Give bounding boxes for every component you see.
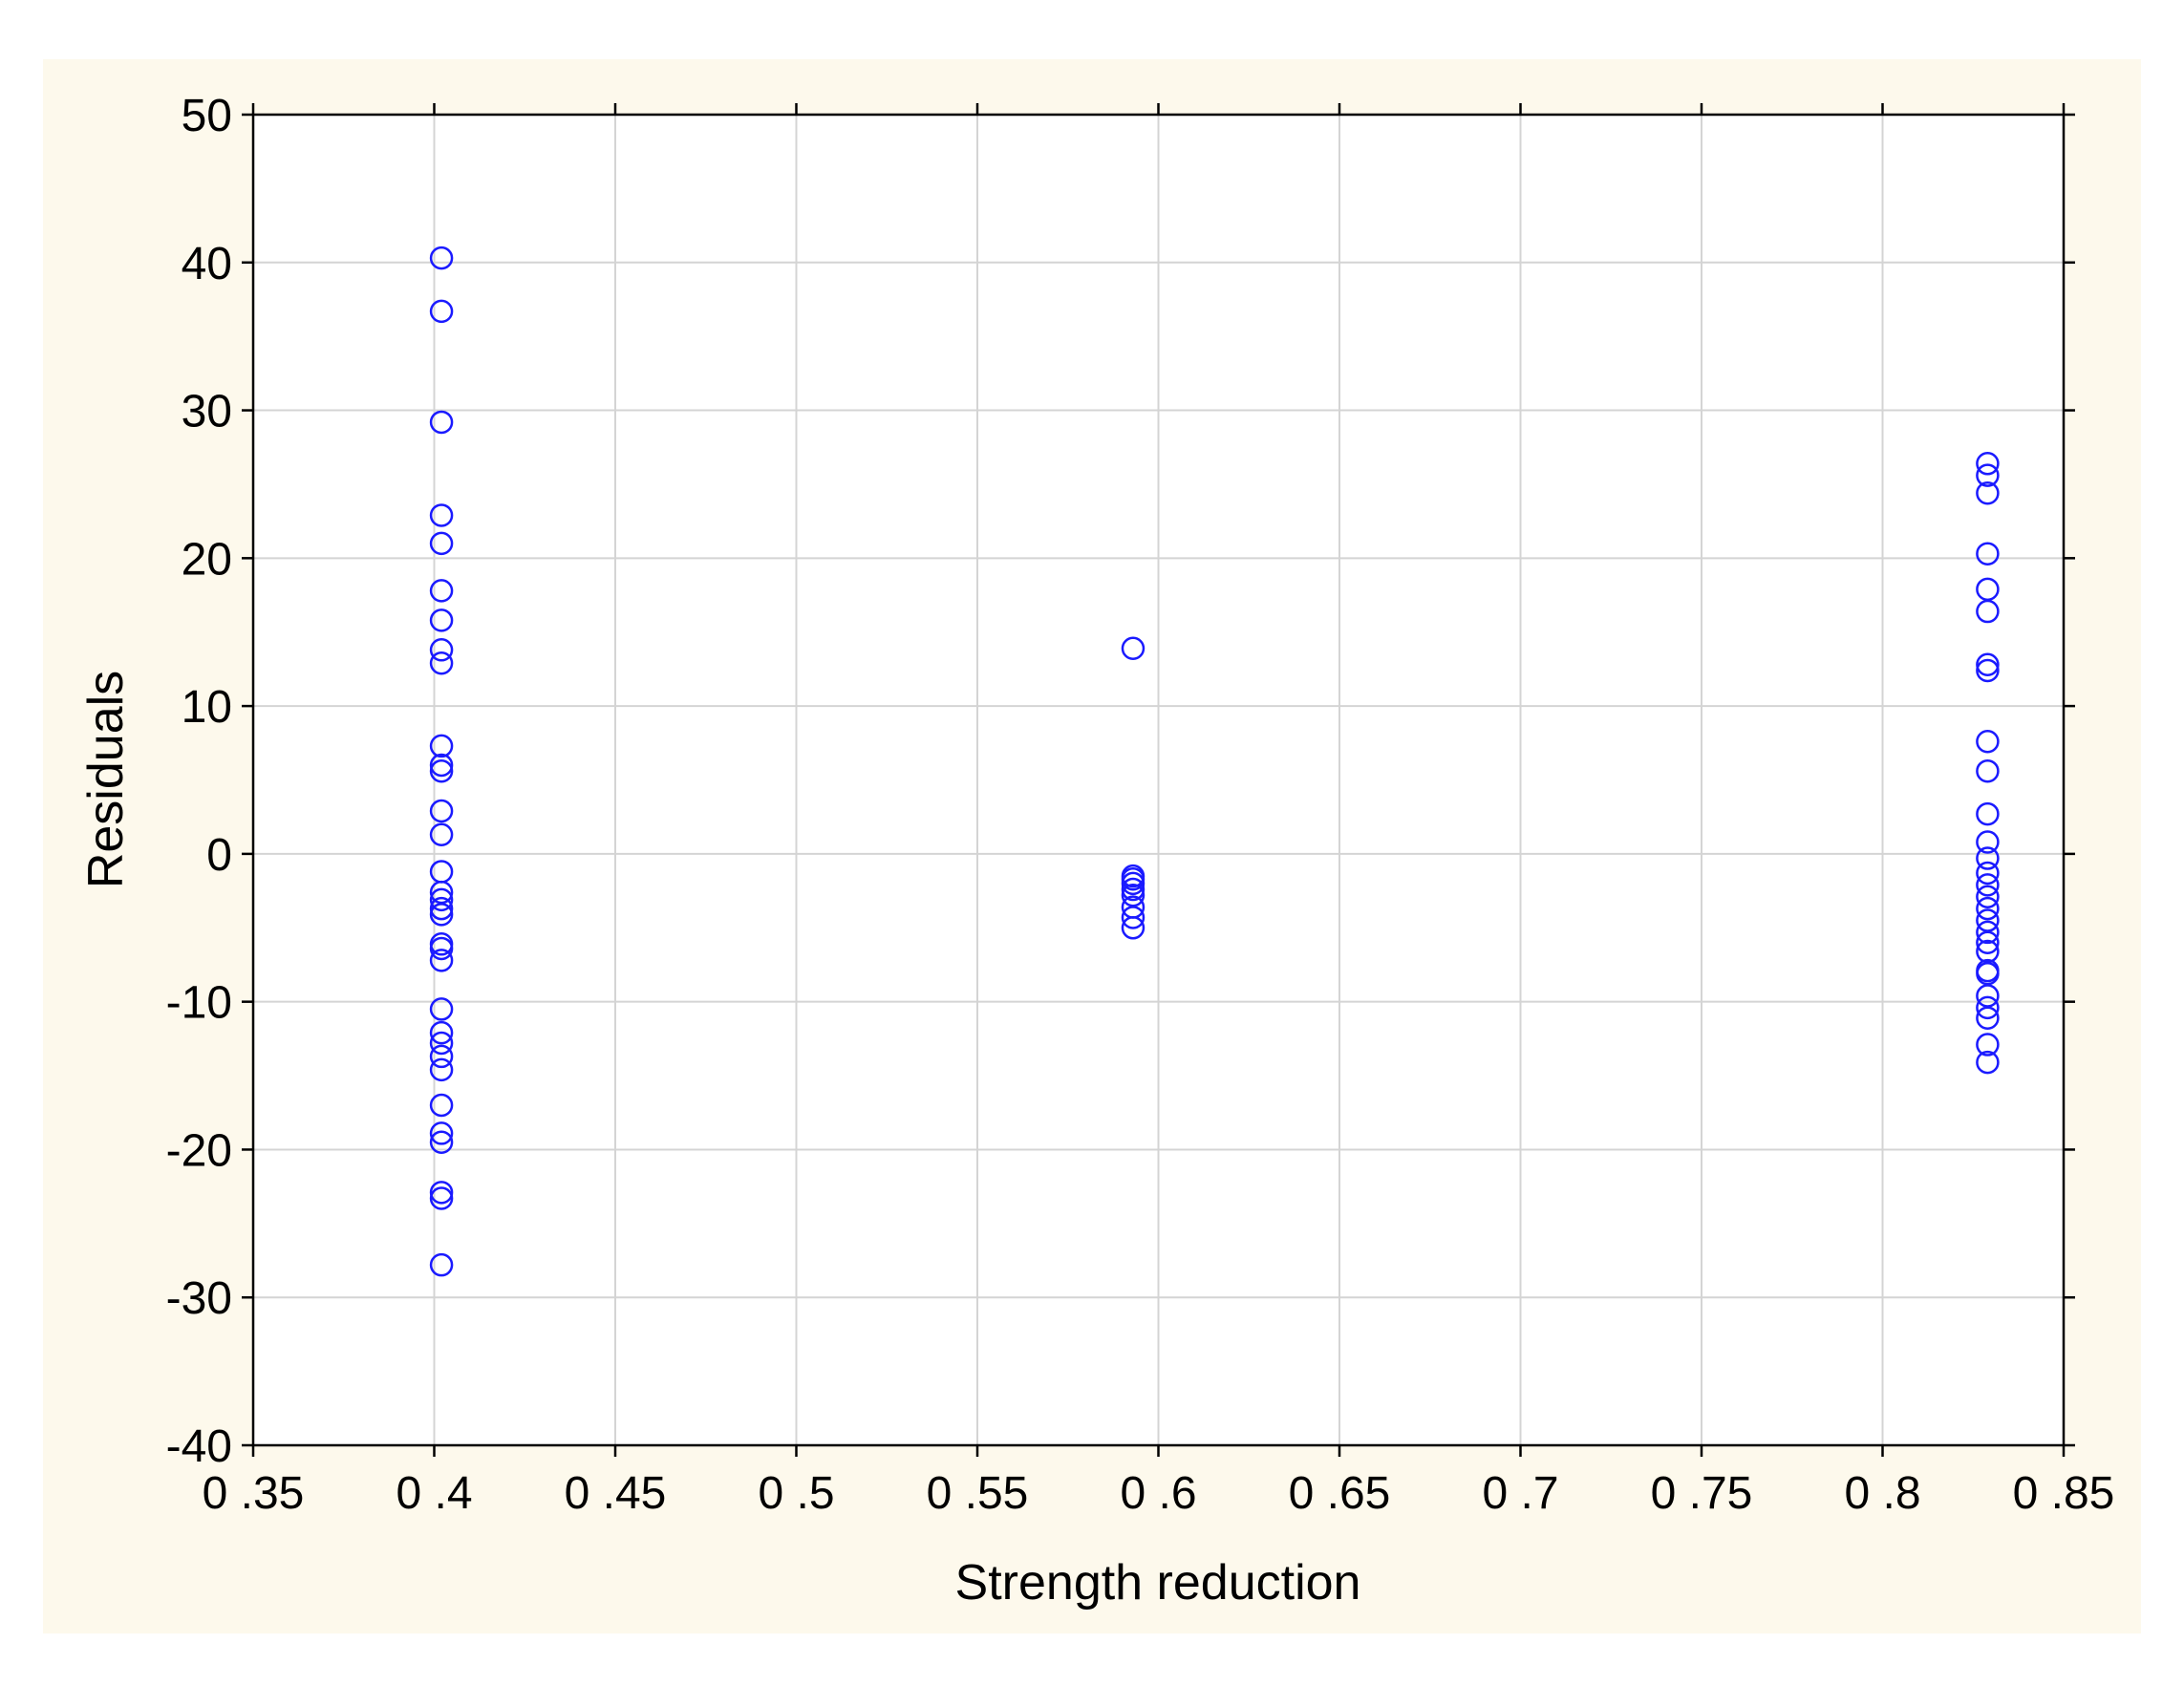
- data-point: [429, 299, 454, 324]
- x-tick-label: 0 .4: [396, 1468, 472, 1519]
- data-point: [429, 1130, 454, 1154]
- x-tick-label: 0 .35: [203, 1468, 305, 1519]
- y-tick-label: 40: [182, 239, 232, 289]
- data-point: [429, 410, 454, 435]
- y-tick-label: -10: [166, 978, 232, 1029]
- data-point: [429, 1252, 454, 1277]
- data-point: [429, 887, 454, 912]
- data-point: [429, 1057, 454, 1082]
- data-point: [429, 896, 454, 921]
- data-point: [429, 503, 454, 527]
- y-tick-label: 20: [182, 534, 232, 585]
- data-point: [429, 949, 454, 972]
- y-tick-labels: -40 -30 -20 -10 0 10 20 30 40 50: [166, 91, 232, 1472]
- data-point: [1121, 871, 1146, 896]
- data-point: [1976, 861, 2000, 886]
- data-point: [1121, 877, 1146, 902]
- y-tick-label: 30: [182, 387, 232, 438]
- data-point: [1976, 1033, 2000, 1056]
- x-axis-title: Strength reduction: [955, 1555, 1361, 1611]
- data-points: [429, 245, 2000, 1277]
- x-tick-label: 0 .75: [1651, 1468, 1753, 1519]
- data-point: [429, 936, 454, 961]
- data-point: [429, 245, 454, 270]
- y-tick-label: -40: [166, 1421, 232, 1472]
- data-point: [1976, 995, 2000, 1020]
- data-point: [1976, 658, 2000, 683]
- x-tick-label: 0 .5: [758, 1468, 834, 1519]
- data-point: [429, 608, 454, 632]
- data-point: [1976, 452, 2000, 476]
- data-point: [429, 903, 454, 927]
- data-point: [1976, 801, 2000, 826]
- data-point: [429, 531, 454, 556]
- data-point: [1121, 636, 1146, 660]
- chart-panel: 0 .35 0 .4 0 .45 0 .5 0 .55 0 .6 0 .65 0 .7 0 .7…: [43, 59, 2141, 1633]
- data-point: [429, 1121, 454, 1145]
- data-point: [1976, 480, 2000, 505]
- data-point: [1976, 758, 2000, 783]
- data-point: [429, 799, 454, 823]
- data-point: [1976, 1006, 2000, 1030]
- data-point: [429, 1186, 454, 1210]
- data-point: [1976, 873, 2000, 897]
- y-tick-label: 10: [182, 682, 232, 733]
- y-tick-label: -30: [166, 1273, 232, 1324]
- data-point: [1976, 846, 2000, 870]
- x-tick-label: 0 .65: [1289, 1468, 1391, 1519]
- data-point: [429, 1031, 454, 1056]
- data-point: [1976, 830, 2000, 854]
- data-point: [1976, 1050, 2000, 1075]
- data-point: [1976, 885, 2000, 909]
- data-point: [429, 734, 454, 758]
- data-point: [429, 579, 454, 603]
- data-point: [429, 758, 454, 783]
- scatter-chart: 0 .35 0 .4 0 .45 0 .5 0 .55 0 .6 0 .65 0 .7 0 .7…: [78, 91, 2115, 1611]
- data-point: [429, 1093, 454, 1118]
- data-point: [1976, 930, 2000, 955]
- data-point: [429, 651, 454, 675]
- x-tick-label: 0 .6: [1120, 1468, 1196, 1519]
- data-point: [1976, 542, 2000, 566]
- grid-lines: [253, 115, 2064, 1445]
- y-tick-label: 0: [206, 830, 232, 881]
- data-point: [1976, 896, 2000, 921]
- data-point: [1121, 906, 1146, 929]
- x-tick-label: 0 .8: [1844, 1468, 1920, 1519]
- x-tick-label: 0 .85: [2013, 1468, 2115, 1519]
- data-point: [1976, 599, 2000, 624]
- data-point: [429, 1181, 454, 1205]
- x-tick-label: 0 .7: [1482, 1468, 1558, 1519]
- data-point: [429, 1020, 454, 1045]
- y-tick-label: -20: [166, 1125, 232, 1176]
- data-point: [1121, 916, 1146, 940]
- data-point: [1976, 652, 2000, 677]
- data-point: [429, 1044, 454, 1069]
- y-tick-label: 50: [182, 91, 232, 141]
- data-point: [429, 638, 454, 662]
- data-point: [429, 997, 454, 1021]
- data-point: [1976, 463, 2000, 487]
- y-axis-title: Residuals: [78, 671, 134, 888]
- x-tick-labels: 0 .35 0 .4 0 .45 0 .5 0 .55 0 .6 0 .65 0 .7 0 .7…: [203, 1468, 2115, 1519]
- data-point: [429, 753, 454, 778]
- x-tick-label: 0 .55: [927, 1468, 1029, 1519]
- x-tick-label: 0 .45: [565, 1468, 667, 1519]
- data-point: [1976, 730, 2000, 754]
- data-point: [1976, 920, 2000, 945]
- data-point: [429, 822, 454, 847]
- axis-ticks: [242, 103, 2075, 1457]
